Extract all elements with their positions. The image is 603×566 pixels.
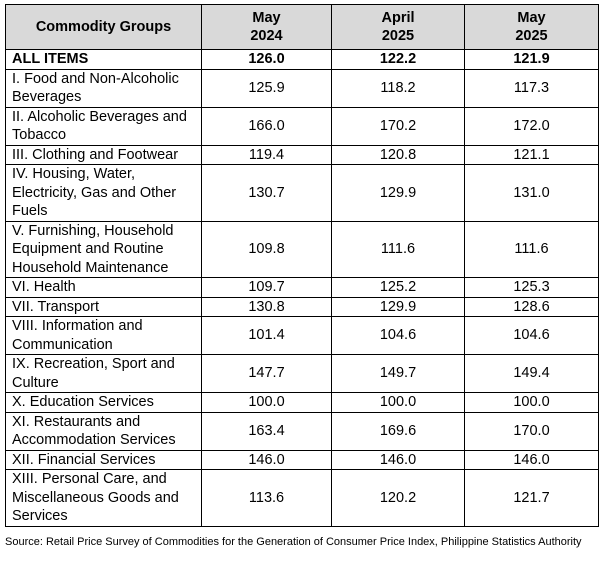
commodity-group-cell: XI. Restaurants and Accommodation Servic… [5, 411, 202, 451]
value-april-2025: 169.6 [331, 411, 465, 451]
value-may-2025: 125.3 [464, 277, 599, 298]
value-april-2025: 104.6 [331, 316, 465, 355]
table-row: II. Alcoholic Beverages and Tobacco 166.… [5, 106, 599, 146]
value-may-2025: 111.6 [464, 220, 599, 278]
table-row: V. Furnishing, Household Equipment and R… [5, 220, 599, 278]
table-row: VII. Transport 130.8 129.9 128.6 [5, 296, 599, 317]
value-may-2025: 172.0 [464, 106, 599, 146]
value-may-2024: 109.7 [201, 277, 332, 298]
value-may-2024: 146.0 [201, 449, 332, 470]
value-april-2025: 100.0 [331, 392, 465, 413]
value-april-2025: 170.2 [331, 106, 465, 146]
header-april-2025-year: 2025 [381, 28, 415, 44]
value-may-2024: 119.4 [201, 144, 332, 165]
value-may-2024: 125.9 [201, 68, 332, 108]
header-may-2025-month: May [517, 10, 546, 26]
commodity-group-cell: X. Education Services [5, 392, 202, 413]
commodity-group-cell: I. Food and Non-Alcoholic Beverages [5, 68, 202, 108]
table-row: VIII. Information and Communication 101.… [5, 316, 599, 355]
value-may-2025: 128.6 [464, 296, 599, 317]
commodity-group-cell: IV. Housing, Water, Electricity, Gas and… [5, 164, 202, 222]
value-may-2025: 121.9 [464, 49, 599, 70]
header-april-2025-month: April [381, 10, 415, 26]
value-april-2025: 120.2 [331, 469, 465, 527]
commodity-group-cell: II. Alcoholic Beverages and Tobacco [5, 106, 202, 146]
commodity-group-cell: VII. Transport [5, 296, 202, 317]
value-april-2025: 129.9 [331, 296, 465, 317]
commodity-group-cell: ALL ITEMS [5, 49, 202, 70]
value-may-2025: 100.0 [464, 392, 599, 413]
value-may-2024: 130.7 [201, 164, 332, 222]
value-may-2025: 131.0 [464, 164, 599, 222]
value-may-2024: 163.4 [201, 411, 332, 451]
header-may-2024: May 2024 [201, 4, 332, 50]
table-row: X. Education Services 100.0 100.0 100.0 [5, 392, 599, 413]
value-may-2025: 146.0 [464, 449, 599, 470]
table-row-all-items: ALL ITEMS 126.0 122.2 121.9 [5, 49, 599, 70]
value-april-2025: 118.2 [331, 68, 465, 108]
value-april-2025: 120.8 [331, 144, 465, 165]
header-commodity-groups: Commodity Groups [5, 4, 202, 50]
value-may-2024: 126.0 [201, 49, 332, 70]
commodity-group-cell: V. Furnishing, Household Equipment and R… [5, 220, 202, 278]
source-note: Source: Retail Price Survey of Commoditi… [5, 536, 582, 548]
header-may-2025: May 2025 [464, 4, 599, 50]
value-may-2024: 130.8 [201, 296, 332, 317]
header-row: Commodity Groups May 2024 April 2025 May… [5, 4, 599, 50]
table-row: I. Food and Non-Alcoholic Beverages 125.… [5, 68, 599, 108]
value-may-2025: 121.7 [464, 469, 599, 527]
value-may-2024: 113.6 [201, 469, 332, 527]
value-april-2025: 149.7 [331, 354, 465, 393]
value-april-2025: 125.2 [331, 277, 465, 298]
table-row: III. Clothing and Footwear 119.4 120.8 1… [5, 144, 599, 165]
table-header: Commodity Groups May 2024 April 2025 May… [5, 4, 599, 50]
value-may-2025: 149.4 [464, 354, 599, 393]
header-may-2024-year: 2024 [250, 28, 283, 44]
commodity-group-cell: VI. Health [5, 277, 202, 298]
table-body: ALL ITEMS 126.0 122.2 121.9 I. Food and … [5, 49, 599, 527]
value-may-2025: 104.6 [464, 316, 599, 355]
commodity-group-cell: IX. Recreation, Sport and Culture [5, 354, 202, 393]
header-may-2025-year: 2025 [515, 28, 548, 44]
value-may-2025: 170.0 [464, 411, 599, 451]
table-row: VI. Health 109.7 125.2 125.3 [5, 277, 599, 298]
value-may-2024: 166.0 [201, 106, 332, 146]
value-may-2024: 147.7 [201, 354, 332, 393]
value-may-2024: 101.4 [201, 316, 332, 355]
header-april-2025: April 2025 [331, 4, 465, 50]
value-may-2025: 121.1 [464, 144, 599, 165]
value-april-2025: 122.2 [331, 49, 465, 70]
commodity-group-cell: XIII. Personal Care, and Miscellaneous G… [5, 469, 202, 527]
commodity-group-cell: VIII. Information and Communication [5, 316, 202, 355]
table-row: IV. Housing, Water, Electricity, Gas and… [5, 164, 599, 222]
value-april-2025: 129.9 [331, 164, 465, 222]
value-may-2025: 117.3 [464, 68, 599, 108]
table-row: XII. Financial Services 146.0 146.0 146.… [5, 449, 599, 470]
commodity-group-cell: XII. Financial Services [5, 449, 202, 470]
value-april-2025: 146.0 [331, 449, 465, 470]
table-row: XIII. Personal Care, and Miscellaneous G… [5, 469, 599, 527]
header-may-2024-month: May [252, 10, 281, 26]
value-may-2024: 100.0 [201, 392, 332, 413]
value-may-2024: 109.8 [201, 220, 332, 278]
table-row: XI. Restaurants and Accommodation Servic… [5, 411, 599, 451]
value-april-2025: 111.6 [331, 220, 465, 278]
table-row: IX. Recreation, Sport and Culture 147.7 … [5, 354, 599, 393]
cpi-table: Commodity Groups May 2024 April 2025 May… [5, 4, 599, 527]
commodity-group-cell: III. Clothing and Footwear [5, 144, 202, 165]
